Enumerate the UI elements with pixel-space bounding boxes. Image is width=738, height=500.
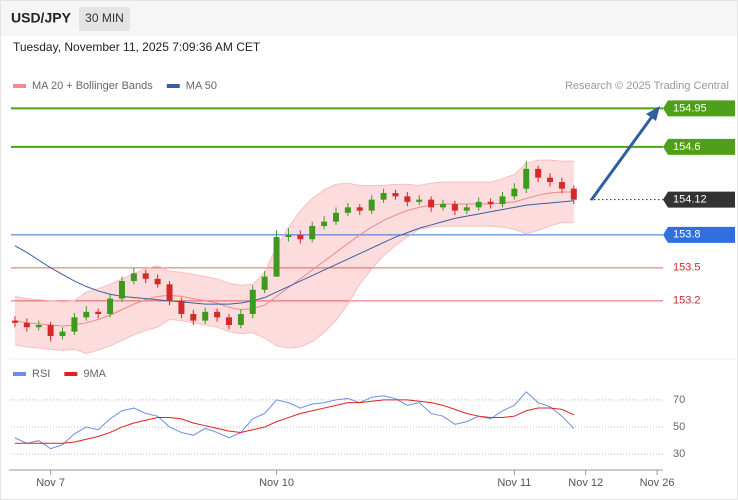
candle-body (237, 314, 244, 326)
candle-body (35, 325, 42, 328)
candle-body (523, 168, 530, 189)
candle-body (416, 199, 423, 202)
legend-swatch (64, 372, 78, 376)
candle-body (380, 193, 387, 200)
legend-swatch (13, 84, 26, 88)
candle-body (511, 188, 518, 197)
band-lower (14, 222, 574, 355)
legend-swatch (166, 84, 180, 88)
candle-body (487, 201, 494, 205)
interval-badge[interactable] (79, 7, 130, 31)
candle-body (178, 300, 185, 315)
level-label: 154.95 (673, 102, 707, 114)
level-box (663, 226, 735, 243)
level-label: 153.2 (673, 295, 701, 307)
interval[interactable]: 30 MIN (85, 11, 124, 25)
level-box (663, 191, 735, 208)
x-tick-label: Nov 11 (497, 477, 531, 489)
candle-body (118, 281, 125, 299)
candle-body (392, 193, 399, 197)
candle-body (214, 311, 221, 318)
candle-body (558, 182, 565, 189)
bollinger-band (14, 160, 574, 354)
candle-body (344, 207, 351, 213)
legend-label: MA 20 + Bollinger Bands (32, 80, 153, 92)
candle-body (570, 188, 577, 200)
candle-body (404, 196, 411, 202)
ma-line (14, 200, 574, 305)
rsi-line (14, 399, 575, 444)
candle-body (261, 276, 268, 290)
level-label: 153.5 (673, 262, 701, 274)
candle-body (547, 177, 554, 183)
band-upper (14, 159, 574, 303)
candle-body (356, 207, 363, 211)
timestamp: Tuesday, November 11, 2025 7:09:36 AM CE… (13, 40, 261, 54)
level-box (663, 100, 735, 117)
candle-body (499, 196, 506, 205)
level-label: 153.8 (673, 229, 701, 241)
candle-body (83, 311, 90, 318)
legend-label: 9MA (83, 368, 106, 380)
candle-body (166, 284, 173, 301)
candle-body (23, 322, 30, 328)
candle-body (333, 212, 339, 222)
level-label: 154.6 (673, 141, 701, 153)
credit: Research © 2025 Trading Central (565, 80, 729, 92)
candle-body (95, 311, 102, 315)
candle-body (249, 289, 256, 315)
candle-body (59, 331, 66, 337)
candle-body (535, 168, 542, 178)
candle-body (47, 325, 54, 337)
candle-body (309, 226, 316, 240)
candle-body (475, 201, 482, 208)
level-box (663, 138, 735, 155)
candle-body (428, 199, 435, 208)
level-label: 154.12 (673, 194, 707, 206)
candle-body (225, 317, 232, 326)
plot: 154.95 154.6 154.12 153.8 153.5 153.2 MA 20 + … (9, 80, 735, 489)
candle-body (142, 273, 149, 279)
candle-body (202, 311, 209, 321)
legend-label: RSI (32, 368, 50, 380)
y-tick-label: 70 (673, 394, 685, 406)
candle-body (130, 273, 137, 282)
symbol: USD/JPY (11, 10, 72, 26)
candle-body (11, 320, 18, 323)
candle-body (297, 234, 304, 240)
legend-label: MA 50 (186, 80, 217, 92)
candle-body (463, 207, 470, 211)
y-tick-label: 50 (673, 421, 685, 433)
legend-swatch (13, 372, 26, 376)
candle-body (107, 298, 114, 315)
candle-body (368, 199, 375, 211)
x-tick-label: Nov 7 (36, 477, 65, 489)
candle-body (190, 314, 197, 321)
forecast-arrow (590, 106, 660, 201)
x-tick-label: Nov 12 (568, 477, 603, 489)
candle-body (154, 278, 161, 285)
candle-body (273, 237, 280, 277)
y-tick-label: 30 (673, 448, 685, 460)
candle-body (285, 234, 292, 238)
candle-body (440, 204, 447, 208)
x-tick-label: Nov 26 (640, 477, 675, 489)
candle-body (321, 221, 328, 227)
candle-body (451, 204, 458, 211)
x-tick-label: Nov 10 (259, 477, 294, 489)
candle-body (71, 317, 78, 332)
